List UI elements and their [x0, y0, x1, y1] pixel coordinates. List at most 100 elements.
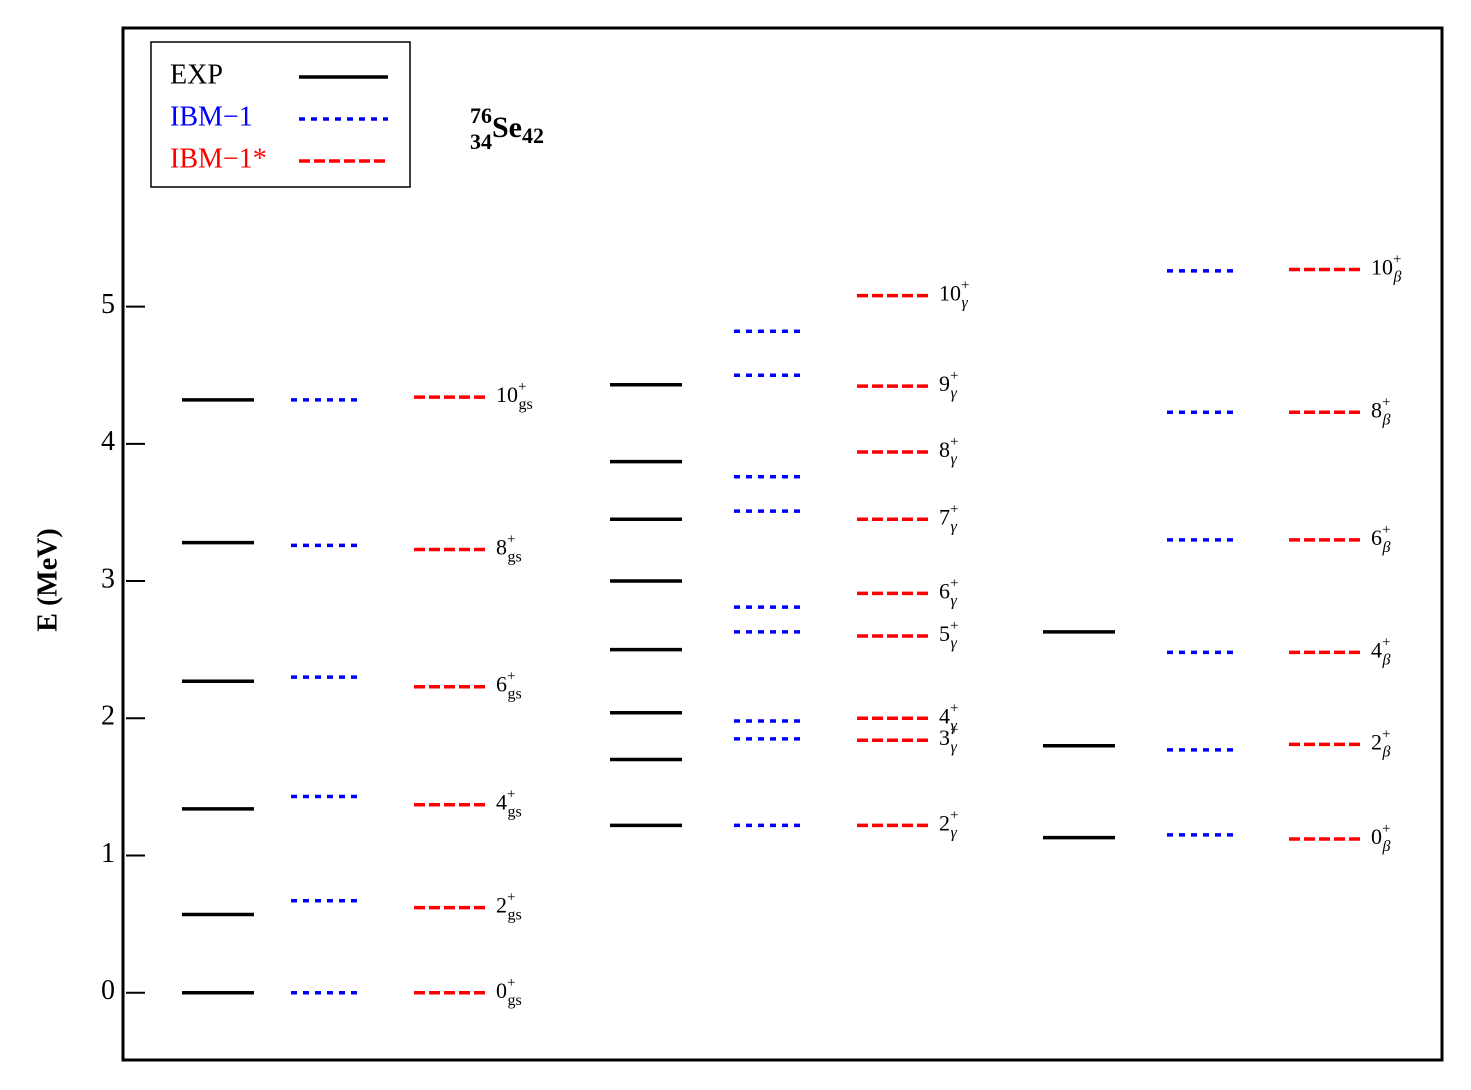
band-subscript: gs [507, 803, 521, 820]
parity: + [950, 808, 958, 824]
band-subscript: β [1381, 838, 1390, 855]
band-subscript: γ [950, 385, 957, 402]
y-tick-label: 5 [101, 289, 115, 320]
parity: + [1382, 635, 1390, 651]
band-subscript: γ [950, 518, 957, 535]
parity: + [1382, 522, 1390, 538]
level-label: 10+ β [1371, 252, 1401, 285]
legend-box [150, 41, 411, 188]
level-label: 6+ β [1371, 522, 1390, 555]
spin: 8 [939, 437, 950, 462]
spin: 0 [496, 978, 507, 1003]
level-label: 9+ γ [939, 369, 958, 402]
legend-label: EXP [170, 59, 223, 90]
spin: 6 [496, 672, 507, 697]
spin: 7 [939, 504, 950, 529]
y-tick-label: 4 [101, 426, 115, 457]
parity: + [507, 669, 515, 685]
spin: 3 [939, 725, 950, 750]
band-subscript: gs [518, 396, 532, 413]
parity: + [507, 890, 515, 906]
spin: 2 [939, 810, 950, 835]
y-tick-label: 2 [101, 701, 115, 732]
mass-number: 76 [470, 103, 492, 128]
band-subscript: γ [950, 635, 957, 652]
spin: 2 [1371, 729, 1382, 754]
level-label: 10+ γ [939, 278, 969, 311]
parity: + [950, 576, 958, 592]
band-subscript: gs [507, 906, 521, 923]
parity: + [1382, 395, 1390, 411]
y-axis-label: E (MeV) [32, 528, 63, 631]
band-subscript: β [1381, 411, 1390, 428]
level-label: 5+ γ [939, 618, 958, 651]
level-label: 0+ β [1371, 821, 1390, 854]
band-subscript: gs [507, 548, 521, 565]
spin: 6 [1371, 525, 1382, 550]
parity: + [507, 975, 515, 991]
y-tick-label: 0 [101, 975, 115, 1006]
spin: 10 [496, 382, 518, 407]
band-subscript: β [1392, 268, 1401, 285]
band-subscript: γ [961, 294, 968, 311]
parity: + [950, 369, 958, 385]
band-subscript: γ [950, 451, 957, 468]
parity: + [507, 532, 515, 548]
spin: 8 [496, 535, 507, 560]
band-subscript: γ [950, 717, 957, 734]
parity: + [1382, 727, 1390, 743]
level-label: 10+ gs [496, 380, 533, 413]
parity: + [950, 701, 958, 717]
level-label: 7+ γ [939, 502, 958, 535]
parity: + [961, 278, 969, 294]
level-label: 6+ γ [939, 576, 958, 609]
legend-label: IBM−1 [170, 101, 253, 132]
parity: + [1382, 821, 1390, 837]
spin: 4 [1371, 637, 1382, 662]
level-label: 3+ γ [939, 723, 958, 756]
band-subscript: γ [950, 739, 957, 756]
neutron-number: 42 [522, 123, 544, 148]
y-tick-label: 1 [101, 838, 115, 869]
band-subscript: gs [507, 991, 521, 1008]
parity: + [950, 618, 958, 634]
band-subscript: γ [950, 824, 957, 841]
band-subscript: γ [950, 592, 957, 609]
parity: + [518, 380, 526, 396]
parity: + [950, 723, 958, 739]
level-label: 2+ γ [939, 808, 958, 841]
level-label: 8+ gs [496, 532, 522, 565]
spin: 4 [496, 790, 507, 815]
level-label: 2+ gs [496, 890, 522, 923]
parity: + [1393, 252, 1401, 268]
spin: 8 [1371, 397, 1382, 422]
level-label: 4+ β [1371, 635, 1390, 668]
spin: 4 [939, 703, 950, 728]
spin: 10 [939, 281, 961, 306]
band-subscript: gs [507, 685, 521, 702]
level-label: 4+ γ [939, 701, 958, 734]
level-label: 8+ β [1371, 395, 1390, 428]
parity: + [507, 787, 515, 803]
element-symbol: Se [492, 111, 522, 144]
spin: 10 [1371, 255, 1393, 280]
band-subscript: β [1381, 743, 1390, 760]
level-label: 0+ gs [496, 975, 522, 1008]
level-label: 2+ β [1371, 727, 1390, 760]
band-subscript: β [1381, 651, 1390, 668]
spin: 5 [939, 621, 950, 646]
level-label: 6+ gs [496, 669, 522, 702]
atomic-number: 34 [470, 129, 492, 154]
level-label: 4+ gs [496, 787, 522, 820]
parity: + [950, 434, 958, 450]
spin: 6 [939, 578, 950, 603]
spin: 2 [496, 893, 507, 918]
spin: 0 [1371, 824, 1382, 849]
level-label: 8+ γ [939, 434, 958, 467]
y-tick-label: 3 [101, 563, 115, 594]
nucleus-title: 76 34Se42 [470, 103, 544, 154]
band-subscript: β [1381, 539, 1390, 556]
spin: 9 [939, 371, 950, 396]
parity: + [950, 502, 958, 518]
